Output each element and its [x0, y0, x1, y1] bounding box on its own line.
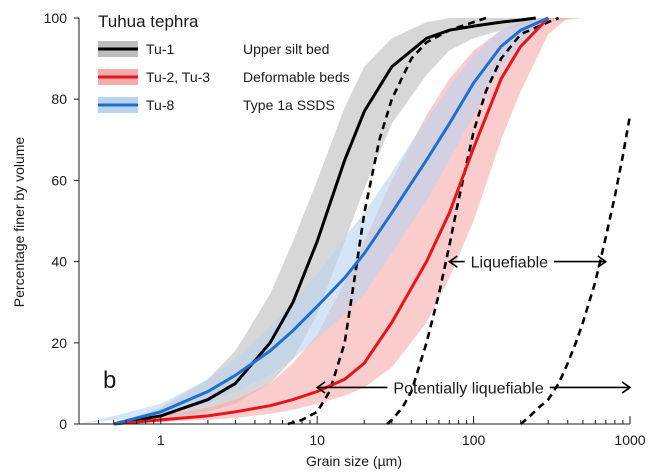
legend-label-tu-2-tu-3: Tu-2, Tu-3	[146, 69, 210, 85]
series-lines	[113, 16, 550, 426]
boundary-potentially-liquefiable-upper	[519, 115, 632, 425]
y-tick-label: 80	[51, 91, 67, 107]
series-line-tu-1	[113, 16, 536, 426]
legend-description-tu-2-tu-3: Deformable beds	[243, 69, 350, 85]
panel-label: b	[103, 367, 116, 394]
legend-description-tu-8: Type 1a SSDS	[243, 97, 335, 113]
series-line-tu-2-tu-3	[113, 16, 550, 426]
boundary-liquefiable-upper	[386, 16, 560, 425]
y-tick-label: 0	[59, 416, 67, 432]
y-tick-label: 20	[51, 335, 67, 351]
x-axis-label: Grain size (µm)	[306, 453, 402, 469]
x-tick-label: 100	[462, 432, 486, 448]
legend: Tuhua tephra Tu-1 Upper silt bed Tu-2, Tu-…	[98, 12, 350, 113]
legend-label-tu-1: Tu-1	[146, 41, 174, 57]
annotation-label: Potentially liquefiable	[393, 380, 543, 397]
arrow-head	[597, 255, 608, 268]
series-line-tu-8	[113, 16, 549, 426]
axes	[78, 18, 630, 425]
arrow-head	[315, 381, 326, 394]
liquefaction-boundaries	[287, 16, 632, 426]
annotations: Liquefiable Potentially liquefiable	[315, 255, 632, 397]
annotation-label: Liquefiable	[471, 255, 549, 272]
band-tu-8	[79, 18, 549, 424]
x-tick-label: 1	[157, 432, 165, 448]
arrow-head	[621, 381, 632, 394]
x-tick-label: 1000	[614, 432, 645, 448]
y-tick-label: 60	[51, 172, 67, 188]
y-tick-label: 100	[44, 10, 68, 26]
x-tick-label: 10	[309, 432, 325, 448]
y-axis-label: Percentage finer by volume	[11, 137, 27, 308]
legend-label-tu-8: Tu-8	[146, 97, 174, 113]
arrow-head	[447, 255, 458, 268]
legend-title: Tuhua tephra	[98, 12, 199, 31]
ticks: 0 20 40 60 80 100 1 10 100 1000	[44, 10, 646, 448]
legend-description-tu-1: Upper silt bed	[243, 41, 329, 57]
y-tick-label: 40	[51, 254, 67, 270]
